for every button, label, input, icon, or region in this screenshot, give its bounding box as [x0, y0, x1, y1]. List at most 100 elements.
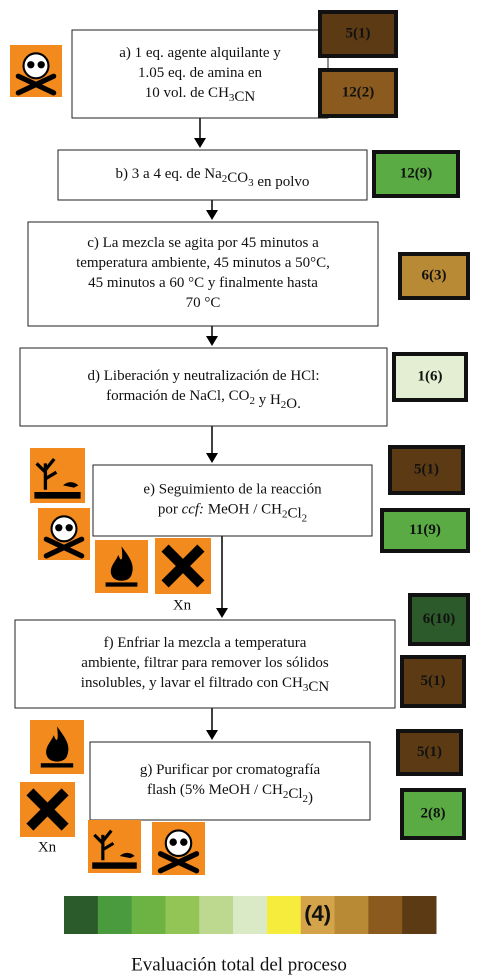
score-label: 5(1)	[417, 744, 442, 760]
italic-run: ccf:	[182, 502, 204, 518]
step-text: d) Liberación y neutralización de HCl:	[88, 368, 320, 384]
text-run: g) Purificar por cromatografía	[140, 762, 321, 778]
text-run: CN	[234, 89, 255, 105]
subscript: 2	[283, 789, 289, 801]
text-run: flash (5% MeOH / CH	[147, 782, 283, 798]
score-badge-fill	[322, 72, 394, 114]
score-label: 12(9)	[400, 165, 433, 181]
hazard-icon	[20, 782, 75, 837]
score-badge-fill	[396, 356, 464, 398]
hazard-icon	[155, 538, 211, 594]
eye	[169, 838, 177, 846]
text-run: por	[158, 502, 182, 518]
score-label: 1(6)	[418, 368, 443, 384]
text-run: )	[308, 790, 313, 806]
scale-segment	[97, 896, 133, 934]
score-badge-fill	[404, 792, 462, 836]
scale-segment	[165, 896, 200, 934]
score-badge-fill	[412, 597, 466, 642]
subscript: 2	[281, 399, 287, 411]
hazard-icon	[88, 820, 141, 873]
subscript: 3	[248, 177, 254, 189]
text-run: c) La mezcla se agita por 45 minutos a	[87, 235, 319, 251]
text-run: formación de NaCl, CO	[106, 388, 249, 404]
step-text: 10 vol. de CH3CN	[145, 85, 256, 105]
flame-base	[105, 582, 138, 587]
eye	[55, 524, 63, 532]
arrow-head	[206, 210, 218, 220]
arrow-head	[206, 453, 218, 463]
score-badge-fill	[404, 659, 462, 704]
skull	[50, 515, 78, 543]
subscript: 3	[303, 682, 309, 694]
hazard-icon	[38, 508, 90, 560]
step-box	[27, 221, 379, 327]
step-text: c) La mezcla se agita por 45 minutos a	[87, 235, 319, 251]
hazard-label: Xn	[38, 839, 57, 855]
eye	[180, 838, 188, 846]
text-run: f) Enfriar la mezcla a temperatura	[104, 635, 307, 651]
step-text: por ccf: MeOH / CH2Cl2	[158, 502, 307, 524]
step-text: f) Enfriar la mezcla a temperatura	[104, 635, 307, 651]
text-run: O.	[286, 396, 301, 412]
text-run: 70 °C	[186, 295, 221, 311]
score-badge-fill	[322, 14, 394, 54]
text-run: e) Seguimiento de la reacción	[143, 482, 322, 498]
cross	[161, 544, 205, 588]
subscript: 2	[303, 793, 309, 805]
score-label: 5(1)	[421, 673, 446, 689]
step-text: ambiente, filtrar para remover los sólid…	[81, 655, 329, 671]
eye	[37, 61, 45, 69]
scale-segment	[64, 896, 99, 934]
step-text: insolubles, y lavar el filtrado con CH3C…	[81, 675, 330, 695]
step-text: e) Seguimiento de la reacción	[143, 482, 322, 498]
step-text: g) Purificar por cromatografía	[140, 762, 321, 778]
text-run: a) 1 eq. agente alquilante y	[119, 45, 281, 61]
hazard-icon	[95, 540, 148, 593]
score-label: 6(3)	[422, 267, 447, 283]
step-box	[19, 347, 388, 427]
text-run: CO	[227, 170, 248, 186]
scale-label: (4)	[304, 901, 331, 926]
step-text: b) 3 a 4 eq. de Na2CO3 en polvo	[116, 166, 310, 190]
scale-segment	[233, 896, 268, 934]
text-run: Cl	[287, 506, 301, 522]
arrow-head	[216, 608, 228, 618]
step-box	[14, 619, 396, 709]
flame-base	[40, 763, 74, 768]
hazard-icon	[10, 45, 62, 97]
score-badge-fill	[376, 154, 456, 194]
text-run: MeOH / CH	[204, 502, 282, 518]
subscript: 3	[229, 92, 235, 104]
step-text: flash (5% MeOH / CH2Cl2)	[147, 782, 313, 806]
text-run: 1.05 eq. de amina en	[138, 65, 263, 81]
text-run: d) Liberación y neutralización de HCl:	[88, 368, 320, 384]
score-badge-fill	[402, 256, 466, 296]
step-box	[92, 464, 373, 537]
hazard-icon	[30, 448, 85, 503]
text-run: insolubles, y lavar el filtrado con CH	[81, 675, 303, 691]
scale-segment	[199, 896, 234, 934]
step-box	[89, 741, 371, 821]
step-text: formación de NaCl, CO2 y H2O.	[106, 388, 301, 412]
scale-segment	[131, 896, 166, 934]
score-badge-fill	[384, 512, 466, 549]
score-label: 12(2)	[342, 84, 375, 100]
text-run: CN	[308, 679, 329, 695]
caption: Evaluación total del proceso	[131, 954, 347, 975]
text-run: 45 minutos a 60 °C y finalmente hasta	[88, 275, 318, 291]
tree	[35, 457, 58, 490]
text-run: 10 vol. de CH	[145, 85, 229, 101]
skull	[164, 829, 193, 857]
skull-bones	[15, 73, 57, 96]
hazard-label: Xn	[173, 597, 192, 613]
text-run: Cl	[288, 786, 302, 802]
text-run: en polvo	[254, 174, 310, 190]
scale-segment	[266, 896, 302, 934]
step-text: a) 1 eq. agente alquilante y	[119, 45, 281, 61]
scale-segment	[368, 896, 403, 934]
text-run: temperatura ambiente, 45 minutos a 50°C,	[76, 255, 330, 271]
skull	[22, 52, 50, 80]
step-text: 45 minutos a 60 °C y finalmente hasta	[88, 275, 318, 291]
